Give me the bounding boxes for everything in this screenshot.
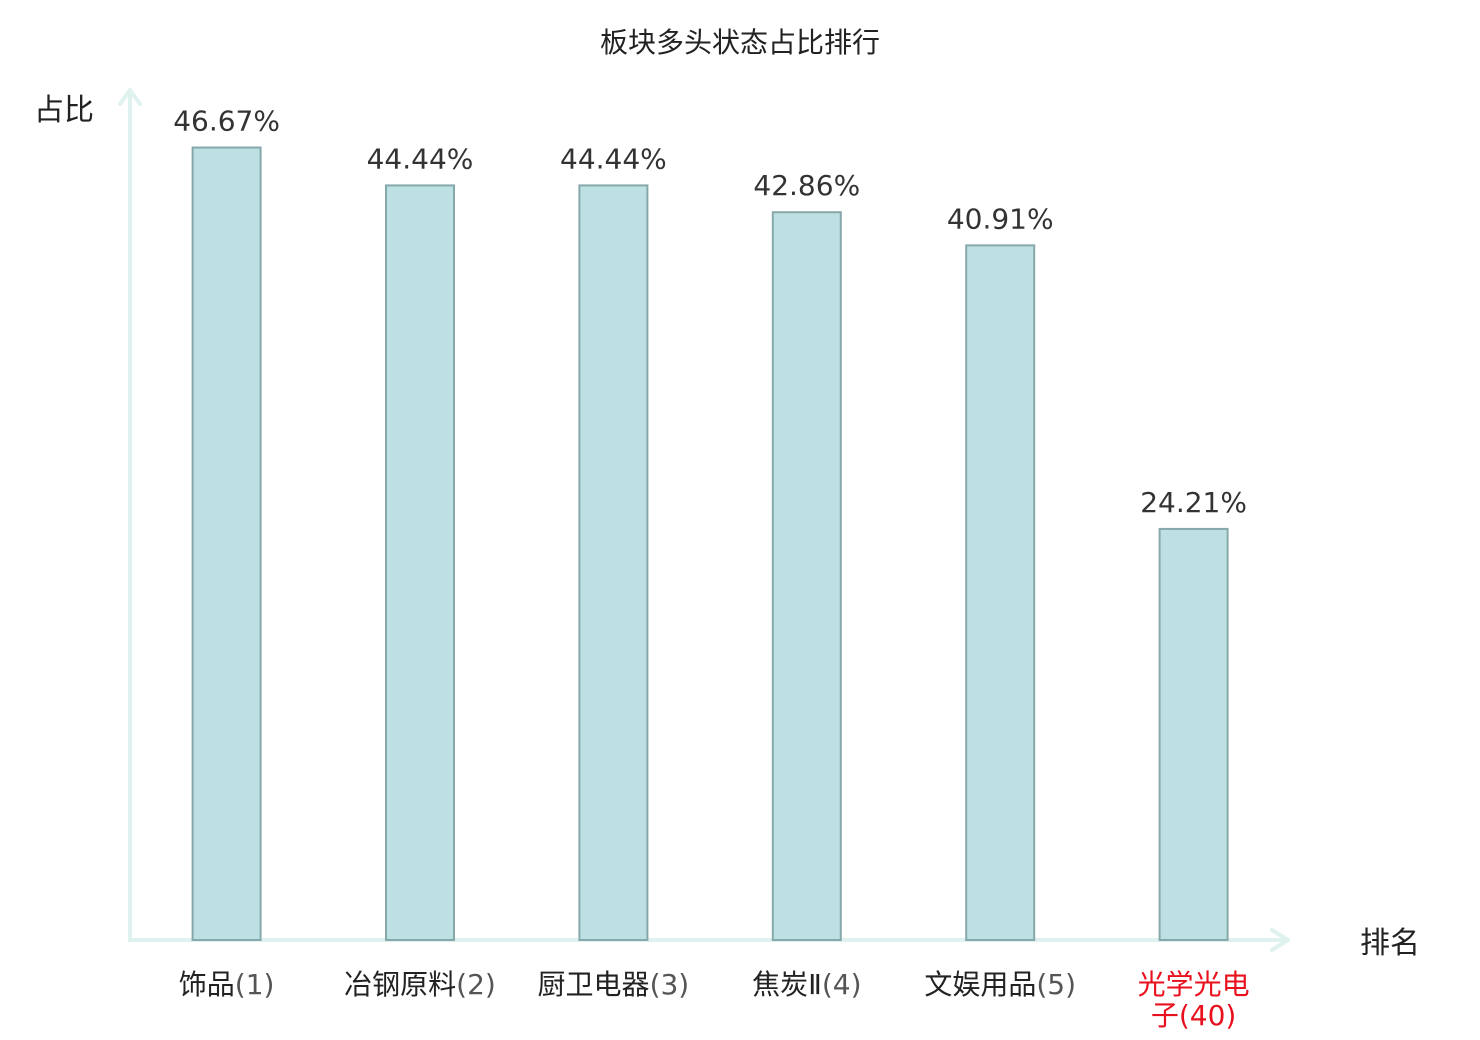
value-labels-group: 46.67% 44.44% 44.44% 42.86% 40.91% 24.21% [173,105,1247,519]
y-axis-label: 占比 [34,93,94,128]
x-axis-arrow [1270,928,1290,952]
chart-title: 板块多头状态占比排行 [600,26,880,59]
bars-group [191,146,1229,942]
value-label-6: 24.21% [1140,486,1247,519]
x-tick-rank: (40) [1179,999,1236,1032]
bar-4 [771,211,842,942]
bar-3 [578,184,649,941]
bar-6 [1158,527,1229,941]
x-tick-label-1: 饰品(1) [179,968,275,1001]
x-tick-labels-group: 饰品(1) 冶钢原料(2) 厨卫电器(3) 焦炭Ⅱ(4) 文娱用品(5) 光学光电子(40… [179,968,1250,1032]
bar-2 [385,184,455,941]
x-tick-name: 饰品 [179,968,235,1001]
value-label-4: 42.86% [753,169,860,202]
x-tick-name: 文娱用品 [924,968,1036,1001]
x-tick-rank: (5) [1036,968,1076,1001]
value-label-5: 40.91% [947,202,1054,235]
x-tick-name: 厨卫电器 [538,968,650,1001]
x-tick-rank: (3) [650,968,690,1001]
y-axis-arrow [118,88,142,106]
x-tick-name: 冶钢原料 [344,968,456,1001]
value-label-3: 44.44% [560,142,667,175]
x-tick-rank: (4) [822,968,862,1001]
x-axis-label: 排名 [1360,926,1420,961]
x-tick-name-line1: 光学光电 [1138,968,1250,1001]
x-tick-label-5: 文娱用品(5) [924,968,1076,1001]
x-tick-label-6: 光学光电子(40) [1138,968,1250,1032]
x-tick-rank: (2) [456,968,496,1001]
x-tick-name: 焦炭Ⅱ [752,968,822,1001]
bar-5 [965,244,1036,941]
value-label-2: 44.44% [367,142,474,175]
x-tick-name-line2: 子 [1151,999,1179,1032]
x-tick-label-3: 厨卫电器(3) [538,968,690,1001]
value-label-1: 46.67% [173,105,280,138]
x-tick-label-2: 冶钢原料(2) [344,968,496,1001]
bar-1 [191,146,262,941]
x-tick-label-4: 焦炭Ⅱ(4) [752,968,861,1001]
x-tick-rank: (1) [235,968,275,1001]
